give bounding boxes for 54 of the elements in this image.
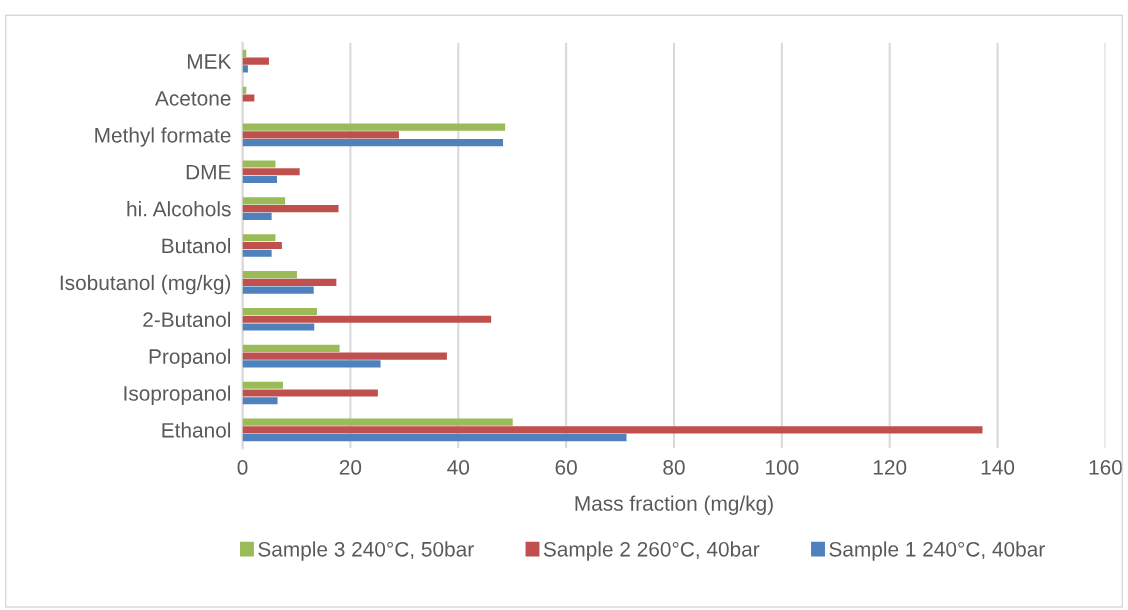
bar	[242, 175, 278, 184]
x-tick-label: 80	[663, 460, 685, 475]
y-tick-label: Isopropanol	[124, 385, 231, 405]
bar	[242, 241, 282, 250]
bar	[242, 168, 300, 176]
x-tick-label: 100	[766, 460, 799, 475]
x-tick-label: 60	[555, 460, 577, 475]
bar	[242, 271, 297, 279]
y-tick-label: MEK	[187, 54, 232, 69]
bar	[242, 160, 276, 168]
bar	[242, 360, 381, 368]
bar	[242, 249, 272, 257]
x-tick-label: 20	[339, 460, 362, 475]
y-tick-label: Isobutanol (mg/kg)	[60, 274, 231, 295]
bar	[242, 426, 983, 434]
bar	[242, 397, 278, 405]
bar	[242, 315, 492, 323]
legend-label: Sample 1 240°C, 40bar	[829, 541, 1045, 561]
y-tick-label: DME	[186, 164, 231, 180]
y-tick-label: 2-Butanol	[143, 311, 231, 328]
x-axis-title: Mass fraction (mg/kg)	[575, 495, 773, 515]
bar	[242, 381, 283, 389]
bar	[242, 212, 272, 220]
legend-label: Sample 2 260°C, 40bar	[543, 541, 760, 561]
x-tick-label: 140	[981, 460, 1015, 475]
bar	[242, 123, 506, 131]
y-tick-label: hi. Alcohols	[127, 201, 231, 217]
x-tick-label: 40	[447, 460, 470, 475]
bar	[242, 131, 399, 139]
bar	[242, 57, 269, 65]
bar	[242, 197, 286, 205]
bar	[242, 278, 337, 286]
bar	[242, 389, 378, 397]
bar	[242, 323, 315, 331]
y-tick-label: Acetone	[155, 91, 231, 106]
bar	[242, 434, 627, 442]
bar	[242, 352, 447, 360]
bar	[242, 205, 339, 213]
bar	[242, 344, 340, 352]
y-tick-label: Methyl formate	[95, 127, 231, 147]
x-tick-label: 160	[1089, 460, 1123, 475]
bar	[242, 418, 513, 426]
bar	[242, 286, 314, 294]
bar	[242, 94, 255, 102]
y-tick-label: Butanol	[162, 237, 231, 254]
y-tick-label: Propanol	[149, 348, 231, 369]
y-tick-label: Ethanol	[162, 422, 231, 438]
x-tick-label: 0	[237, 460, 248, 475]
x-tick-label: 120	[873, 460, 907, 475]
bar	[242, 139, 504, 147]
bar	[242, 307, 317, 316]
bar	[242, 234, 276, 242]
legend-label: Sample 3 240°C, 50bar	[258, 541, 474, 561]
bar	[242, 65, 248, 73]
